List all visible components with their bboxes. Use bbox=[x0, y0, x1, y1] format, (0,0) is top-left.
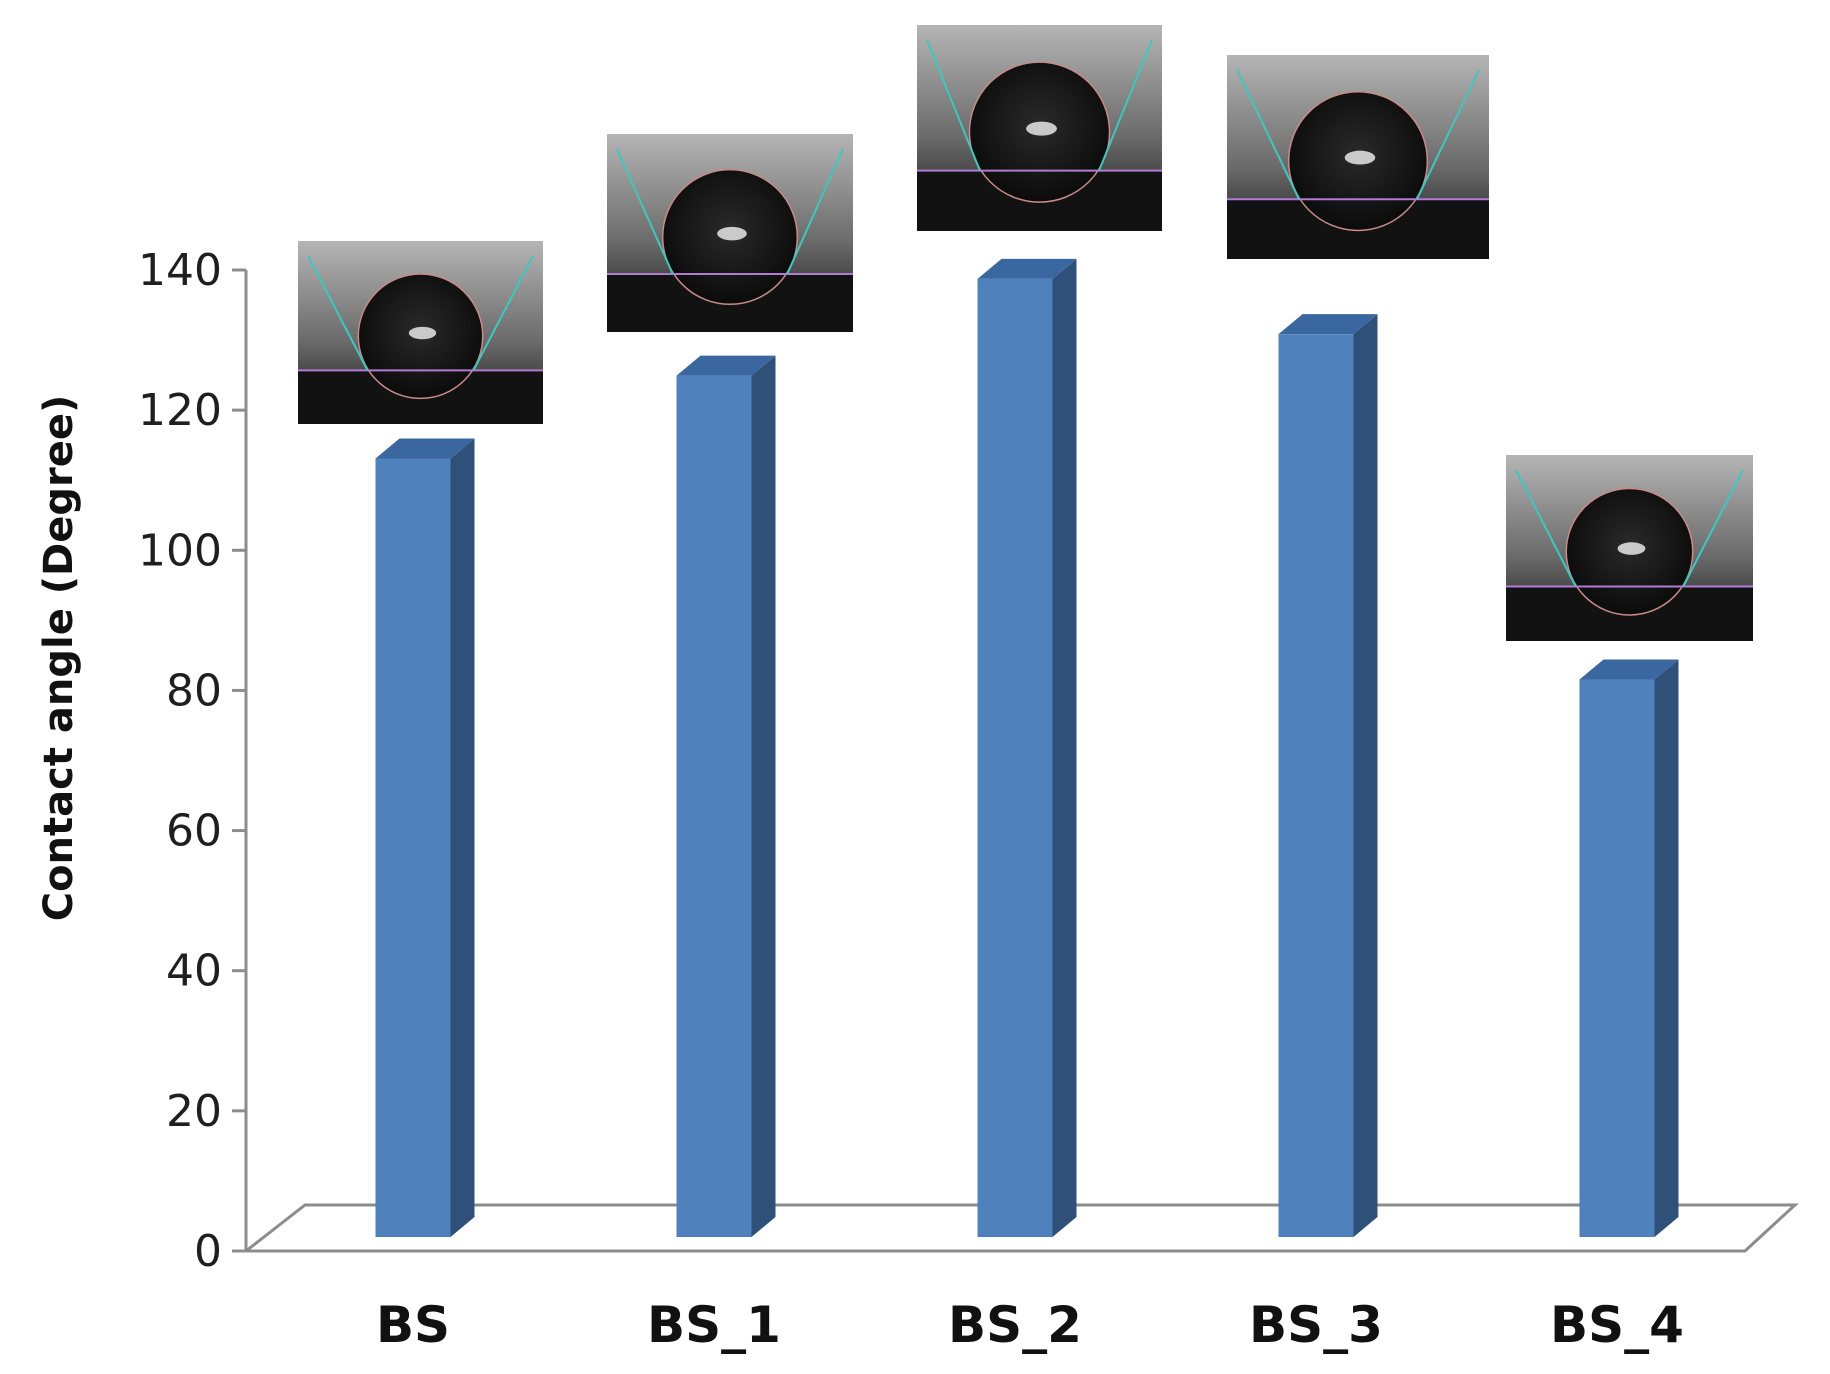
x-category-label: BS_1 bbox=[647, 1296, 781, 1354]
bar-top-face bbox=[375, 438, 475, 459]
droplet-tangent-left bbox=[1515, 469, 1577, 587]
y-tick-label: 100 bbox=[138, 525, 222, 576]
x-category-label: BS_2 bbox=[948, 1296, 1082, 1354]
x-category-label: BS_3 bbox=[1249, 1296, 1383, 1354]
bar-bs-1 bbox=[676, 355, 776, 1237]
bar-top-face bbox=[676, 355, 776, 376]
droplet-tangent-right bbox=[1098, 39, 1153, 172]
labels-layer: 0 20 40 60 80 100 120 140 BS BS_1 BS_2 BS_3 BS_4 bbox=[138, 245, 1684, 1354]
bar-front-face bbox=[977, 278, 1053, 1238]
y-axis-title: Contact angle (Degree) bbox=[36, 395, 82, 922]
droplet-image bbox=[1227, 55, 1489, 259]
bars-layer bbox=[375, 258, 1679, 1238]
y-tick-label: 20 bbox=[166, 1086, 222, 1137]
bar-top-face bbox=[1278, 314, 1378, 335]
x-category-label: BS bbox=[376, 1296, 450, 1354]
bar-side-face bbox=[450, 438, 475, 1237]
bar-front-face bbox=[1278, 334, 1354, 1237]
droplet-tangent-right bbox=[472, 255, 534, 371]
bar-side-face bbox=[751, 355, 776, 1237]
bar-front-face bbox=[375, 458, 451, 1237]
droplet-highlight bbox=[1026, 121, 1057, 136]
droplet-highlight bbox=[1617, 542, 1646, 555]
bar-top-face bbox=[1579, 659, 1679, 680]
y-tick-label: 140 bbox=[138, 245, 222, 296]
bar-bs-4 bbox=[1579, 659, 1679, 1237]
bar-top-face bbox=[977, 258, 1077, 279]
droplet-highlight bbox=[1344, 150, 1376, 165]
y-tick-label: 0 bbox=[194, 1226, 222, 1277]
y-tick-label: 40 bbox=[166, 946, 222, 997]
bar-side-face bbox=[1353, 314, 1378, 1237]
droplet-highlight bbox=[408, 326, 437, 340]
droplet-tangent-left bbox=[307, 255, 369, 371]
bar-side-face bbox=[1654, 659, 1679, 1237]
y-tick-label: 120 bbox=[138, 385, 222, 436]
bar-bs-3 bbox=[1278, 314, 1378, 1237]
bar-bs-2 bbox=[977, 258, 1077, 1238]
droplet-tangent-left bbox=[616, 148, 674, 275]
bar-bs bbox=[375, 438, 475, 1237]
droplet-image bbox=[1506, 455, 1753, 641]
droplet-image bbox=[607, 134, 853, 332]
droplet-tangent-left bbox=[926, 39, 981, 172]
droplet-images-layer bbox=[298, 25, 1753, 641]
bar-front-face bbox=[676, 375, 752, 1237]
y-tick-label: 80 bbox=[166, 665, 222, 716]
droplet-image bbox=[917, 25, 1162, 231]
y-tick-label: 60 bbox=[166, 806, 222, 857]
droplet-highlight bbox=[717, 226, 747, 241]
droplet-tangent-right bbox=[1416, 69, 1480, 200]
droplet-tangent-right bbox=[1682, 469, 1744, 587]
droplet-tangent-right bbox=[786, 148, 844, 275]
bar-side-face bbox=[1052, 258, 1077, 1238]
droplet-tangent-left bbox=[1236, 69, 1300, 200]
bar-front-face bbox=[1579, 679, 1655, 1237]
droplet-image bbox=[298, 241, 543, 424]
x-category-label: BS_4 bbox=[1550, 1296, 1684, 1354]
